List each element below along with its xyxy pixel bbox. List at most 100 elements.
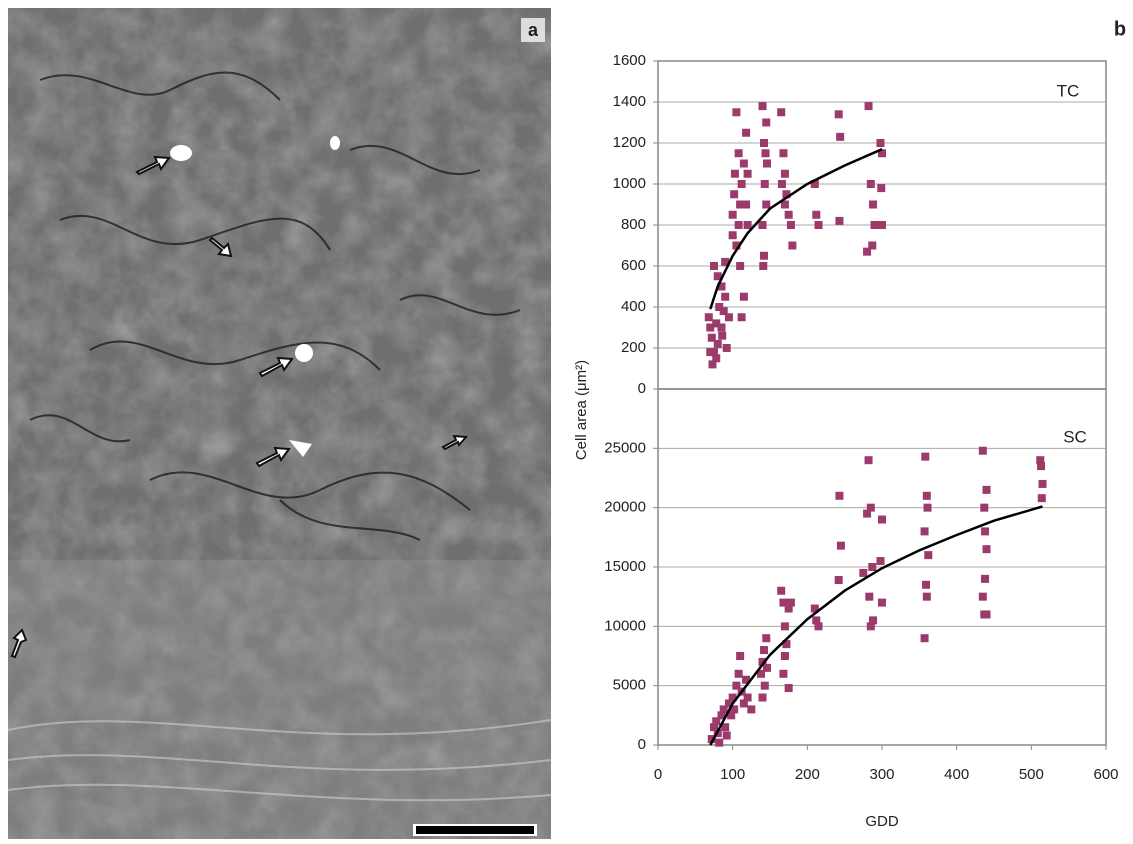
point [777, 180, 786, 188]
point [730, 169, 739, 178]
point [786, 221, 795, 229]
fit-line [709, 505, 1043, 746]
point [863, 247, 872, 256]
point [737, 180, 746, 188]
y-tick-label: 1400 [613, 93, 646, 110]
point [779, 149, 788, 158]
point [747, 705, 756, 714]
point [780, 200, 789, 209]
point [724, 699, 733, 708]
point [1038, 479, 1047, 488]
point [922, 491, 931, 500]
point [734, 221, 743, 229]
point [980, 503, 989, 512]
point [779, 669, 788, 678]
x-tick-label: 100 [720, 766, 745, 783]
point [730, 190, 739, 199]
point [869, 616, 878, 625]
x-tick-label: 500 [1019, 766, 1044, 783]
point [732, 681, 741, 690]
point [710, 262, 718, 270]
point [737, 313, 746, 322]
point [739, 292, 748, 301]
point [760, 251, 769, 260]
point [739, 699, 748, 708]
point [732, 108, 741, 117]
point [761, 149, 770, 158]
point [736, 262, 745, 270]
point [814, 221, 823, 229]
point [782, 640, 791, 649]
point [859, 568, 868, 577]
point [728, 231, 737, 240]
point [1037, 462, 1046, 471]
point [878, 598, 886, 607]
point [760, 646, 769, 655]
y-tick-label: 1200 [613, 134, 646, 151]
point [734, 149, 743, 158]
point [876, 557, 885, 566]
point [758, 102, 767, 111]
point [834, 576, 843, 585]
point [743, 221, 752, 229]
point [724, 313, 733, 322]
point [717, 711, 726, 720]
point [780, 622, 789, 631]
y-tick-label: 15000 [604, 558, 646, 575]
y-tick-label: 20000 [604, 499, 646, 516]
point [743, 693, 752, 702]
point [812, 210, 821, 219]
point [715, 738, 724, 747]
point [721, 257, 730, 266]
point [784, 684, 793, 693]
x-tick-label: 400 [944, 766, 969, 783]
point [734, 669, 743, 678]
point [866, 622, 875, 631]
point [877, 184, 886, 193]
point [866, 180, 875, 188]
point [713, 339, 722, 348]
x-axis-label: GDD [865, 813, 899, 830]
point [869, 200, 878, 209]
point [739, 159, 748, 168]
y-tick-label: 10000 [604, 617, 646, 634]
y-tick-label: 25000 [604, 439, 646, 456]
point [758, 221, 767, 229]
y-axis-label: Cell area (μm²) [573, 360, 590, 460]
x-tick-label: 300 [869, 766, 894, 783]
point [782, 190, 791, 199]
point [981, 527, 990, 536]
point [878, 221, 886, 229]
point [743, 169, 752, 178]
point [982, 545, 991, 554]
point [717, 323, 726, 332]
point [742, 200, 751, 209]
y-tick-label: 600 [621, 257, 646, 274]
point [728, 210, 737, 219]
point [868, 563, 877, 571]
point [736, 652, 745, 660]
point [704, 313, 713, 322]
micrograph: a [7, 8, 552, 839]
point [760, 180, 769, 188]
y-tick-label: 200 [621, 339, 646, 356]
point [835, 491, 844, 500]
y-tick-label: 5000 [613, 677, 646, 694]
point [864, 456, 873, 465]
point [719, 307, 728, 316]
point [728, 693, 737, 702]
point [707, 333, 716, 342]
y-tick-label: 800 [621, 216, 646, 233]
point [718, 331, 727, 340]
point [742, 128, 751, 137]
annotation: TC [1057, 81, 1080, 100]
point [721, 723, 730, 732]
point [762, 118, 771, 127]
point [786, 598, 795, 607]
point [981, 574, 990, 583]
point [779, 598, 788, 607]
plot-frame [657, 388, 1107, 746]
point [763, 159, 772, 168]
point [810, 180, 819, 188]
